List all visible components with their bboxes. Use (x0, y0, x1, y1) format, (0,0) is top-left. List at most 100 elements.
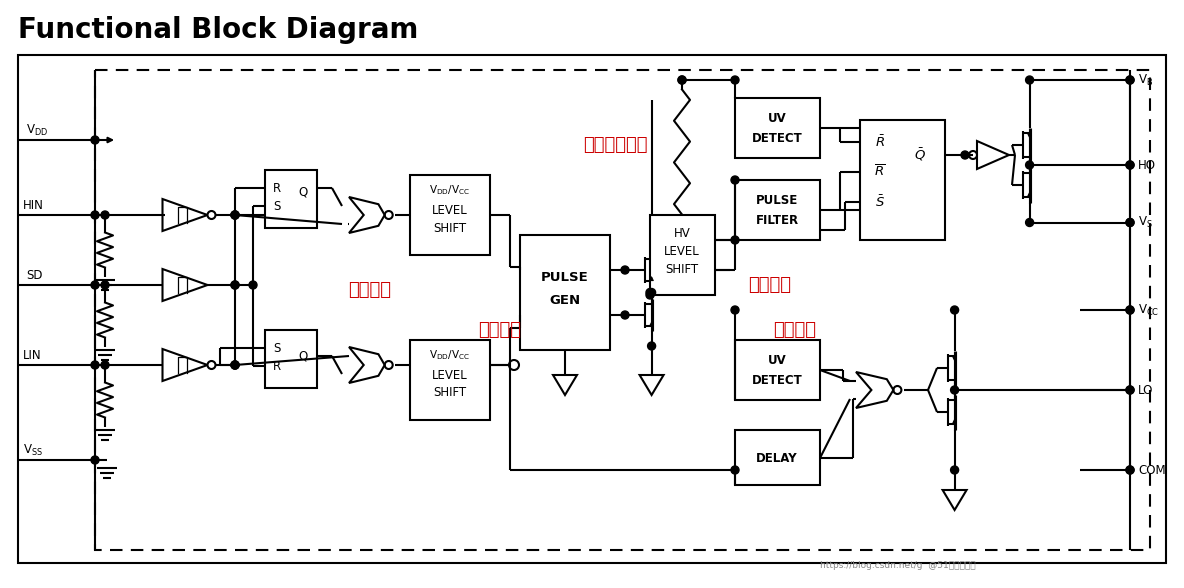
Bar (18, 55, 1166, 563)
Circle shape (648, 289, 656, 296)
Circle shape (231, 361, 239, 369)
Text: GEN: GEN (549, 293, 580, 306)
Circle shape (231, 211, 239, 219)
Circle shape (1126, 386, 1134, 394)
Circle shape (91, 456, 99, 464)
Text: $\bar{S}$: $\bar{S}$ (875, 194, 884, 210)
Circle shape (249, 281, 257, 289)
Text: HIN: HIN (22, 199, 44, 212)
Bar (735, 180, 821, 240)
Text: $\bar{R}$: $\bar{R}$ (875, 134, 886, 150)
Text: $\bar{Q}$: $\bar{Q}$ (914, 146, 926, 163)
Text: 脉冲滤波: 脉冲滤波 (748, 276, 791, 294)
Circle shape (731, 306, 739, 314)
Text: 高端电平转换: 高端电平转换 (583, 136, 648, 154)
Bar (860, 120, 945, 240)
Bar (735, 340, 821, 400)
Circle shape (91, 211, 99, 219)
Bar (410, 175, 490, 255)
Bar (650, 215, 715, 295)
Text: UV: UV (767, 353, 786, 366)
Text: PULSE: PULSE (755, 193, 798, 206)
Text: $\mathdefault{V_{CC}}$: $\mathdefault{V_{CC}}$ (1138, 302, 1159, 318)
Circle shape (731, 236, 739, 244)
Text: DETECT: DETECT (752, 132, 803, 145)
Text: https://blog.csdn.net/g  @51单片机博客: https://blog.csdn.net/g @51单片机博客 (821, 560, 976, 570)
Circle shape (646, 289, 654, 296)
Text: LEVEL: LEVEL (432, 203, 468, 216)
Text: 欠压检测: 欠压检测 (773, 321, 817, 339)
Text: $\mathdefault{V_{SS}}$: $\mathdefault{V_{SS}}$ (22, 442, 43, 457)
Text: $\mathdefault{V_S}$: $\mathdefault{V_S}$ (1138, 215, 1153, 230)
Circle shape (1126, 76, 1134, 84)
Text: $\mathdefault{V_{DD}/V_{CC}}$: $\mathdefault{V_{DD}/V_{CC}}$ (430, 348, 470, 362)
Text: $\mathdefault{V_B}$: $\mathdefault{V_B}$ (1138, 72, 1153, 88)
Circle shape (1025, 76, 1034, 84)
Circle shape (1126, 386, 1134, 394)
Circle shape (951, 306, 959, 314)
Circle shape (1126, 306, 1134, 314)
Bar (520, 235, 610, 350)
Text: LEVEL: LEVEL (432, 369, 468, 382)
Text: SHIFT: SHIFT (665, 262, 699, 276)
Text: SHIFT: SHIFT (433, 386, 466, 399)
Text: S: S (274, 199, 281, 212)
Circle shape (231, 211, 239, 219)
Circle shape (678, 76, 686, 84)
Bar (265, 170, 317, 228)
Bar (95, 70, 1150, 550)
Bar (410, 340, 490, 420)
Circle shape (961, 151, 969, 159)
Circle shape (91, 136, 99, 144)
Text: PULSE: PULSE (541, 270, 588, 283)
Circle shape (678, 76, 686, 84)
Circle shape (101, 281, 109, 289)
Text: S: S (274, 342, 281, 355)
Circle shape (648, 342, 656, 350)
Circle shape (231, 361, 239, 369)
Circle shape (951, 466, 959, 474)
Circle shape (231, 281, 239, 289)
Text: UV: UV (767, 112, 786, 125)
Text: LIN: LIN (22, 349, 41, 362)
Circle shape (1126, 161, 1134, 169)
Text: R: R (274, 182, 281, 195)
Bar (265, 330, 317, 388)
Circle shape (231, 211, 239, 219)
Text: 脉冲发生: 脉冲发生 (478, 321, 521, 339)
Text: R: R (274, 359, 281, 373)
Circle shape (91, 281, 99, 289)
Text: Functional Block Diagram: Functional Block Diagram (18, 16, 418, 44)
Bar (735, 98, 821, 158)
Text: DETECT: DETECT (752, 373, 803, 386)
Circle shape (731, 466, 739, 474)
Circle shape (1126, 466, 1134, 474)
Circle shape (1126, 76, 1134, 84)
Text: $\mathdefault{V_{DD}/V_{CC}}$: $\mathdefault{V_{DD}/V_{CC}}$ (430, 183, 470, 197)
Text: DELAY: DELAY (757, 452, 798, 465)
Circle shape (1025, 219, 1034, 226)
Circle shape (231, 281, 239, 289)
Circle shape (231, 361, 239, 369)
Text: COM: COM (1138, 463, 1165, 476)
Circle shape (951, 386, 959, 394)
Circle shape (1025, 161, 1034, 169)
Text: Q: Q (298, 349, 308, 362)
Circle shape (1126, 219, 1134, 226)
Circle shape (1126, 466, 1134, 474)
Circle shape (646, 291, 654, 299)
Text: SD: SD (26, 269, 43, 282)
Text: $\overline{R}$: $\overline{R}$ (875, 164, 886, 180)
Text: HV: HV (674, 226, 690, 239)
Circle shape (620, 266, 629, 274)
Circle shape (1126, 161, 1134, 169)
Circle shape (620, 311, 629, 319)
Text: Q: Q (298, 185, 308, 199)
Circle shape (91, 361, 99, 369)
Circle shape (101, 361, 109, 369)
Text: FILTER: FILTER (755, 213, 798, 226)
Text: $\mathdefault{V_{DD}}$: $\mathdefault{V_{DD}}$ (26, 122, 49, 138)
Bar (735, 430, 821, 485)
Circle shape (101, 211, 109, 219)
Text: 电平转换: 电平转换 (348, 281, 392, 299)
